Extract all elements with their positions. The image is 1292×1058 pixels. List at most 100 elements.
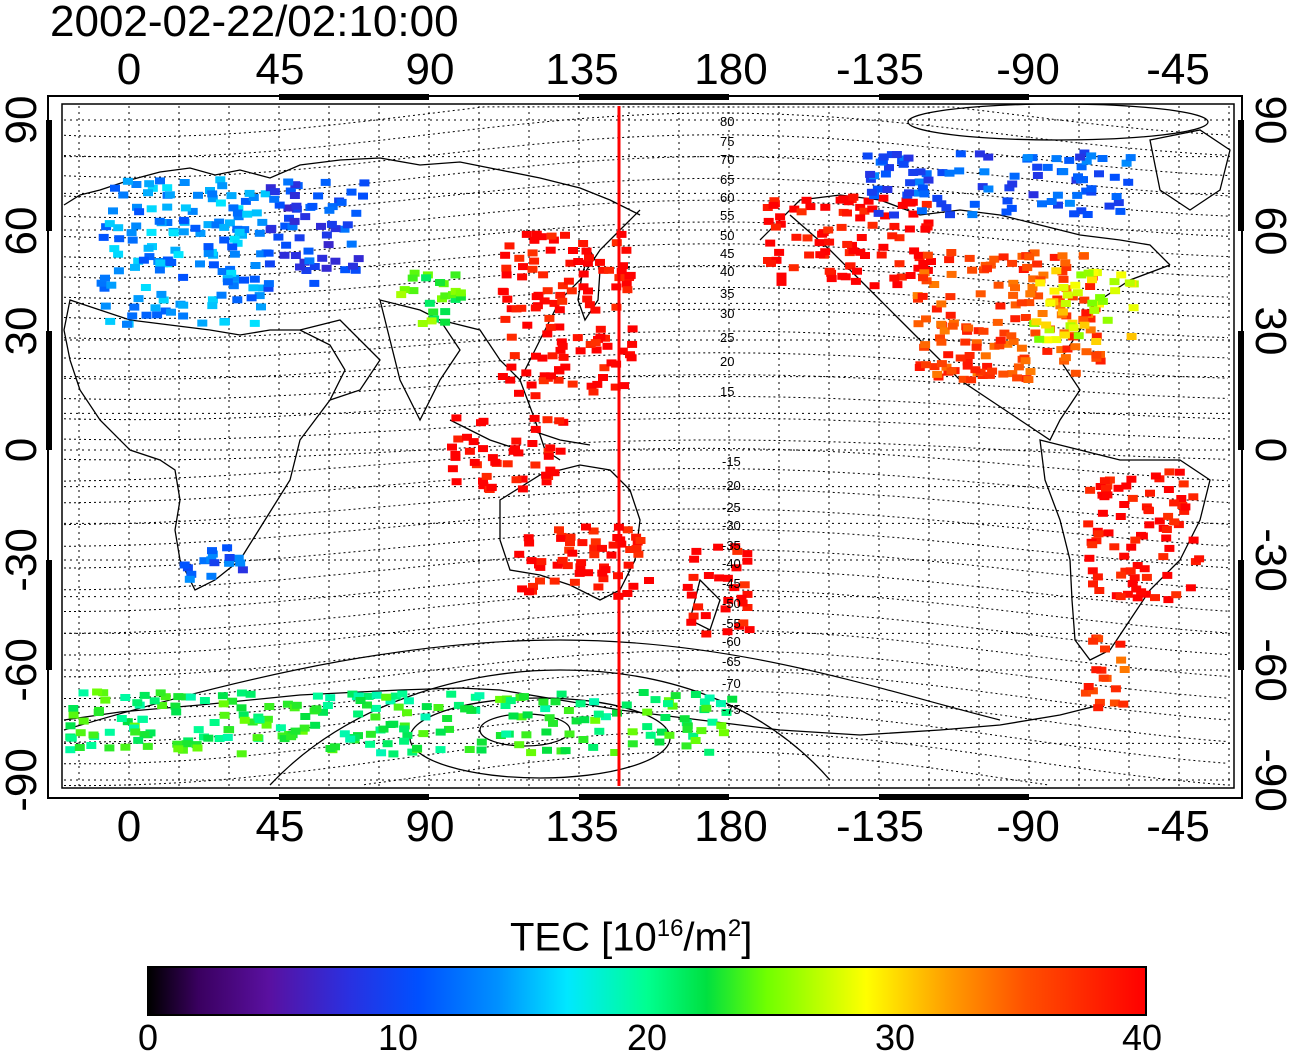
tec-cell bbox=[399, 286, 410, 294]
tec-cell bbox=[963, 324, 974, 332]
tec-cell bbox=[455, 289, 466, 297]
tec-cell bbox=[402, 709, 412, 717]
tec-cell bbox=[913, 320, 924, 328]
tec-cell bbox=[642, 708, 653, 716]
tec-cell bbox=[776, 272, 787, 280]
tec-cell bbox=[407, 274, 418, 282]
tec-cell bbox=[1069, 210, 1080, 218]
tec-cell bbox=[421, 703, 432, 711]
polar-contour bbox=[63, 639, 1001, 731]
tec-cell bbox=[254, 229, 265, 237]
tec-cell bbox=[1029, 249, 1040, 257]
tec-cell bbox=[536, 233, 547, 241]
tec-cell bbox=[98, 689, 109, 697]
tec-cell bbox=[248, 194, 259, 201]
tec-cell bbox=[197, 319, 208, 327]
tec-cell bbox=[137, 715, 148, 723]
tec-cell bbox=[238, 711, 249, 719]
tec-cell bbox=[542, 330, 553, 338]
tec-cell bbox=[1161, 534, 1172, 542]
tec-cell bbox=[222, 278, 233, 286]
contour-line bbox=[63, 374, 1229, 400]
frame-tick-bar bbox=[579, 794, 729, 800]
tec-cell bbox=[442, 715, 453, 722]
tec-cell bbox=[1102, 316, 1113, 324]
tec-cell bbox=[453, 435, 464, 443]
tec-cell bbox=[385, 697, 396, 705]
tec-cell bbox=[983, 185, 994, 193]
tec-cell bbox=[209, 559, 220, 567]
tec-cell bbox=[1136, 531, 1146, 539]
tec-cell bbox=[229, 235, 240, 243]
colorbar-tick: 10 bbox=[377, 1017, 419, 1058]
tec-cell bbox=[1081, 157, 1092, 165]
tec-cell bbox=[977, 183, 988, 191]
tec-cell bbox=[941, 204, 952, 212]
tec-cell bbox=[1046, 198, 1057, 205]
tec-cell bbox=[742, 590, 753, 598]
tec-cell bbox=[309, 263, 320, 270]
tec-cell bbox=[1094, 170, 1104, 178]
tec-cell bbox=[621, 246, 632, 254]
contour-label: -40 bbox=[722, 556, 741, 571]
tec-cell bbox=[765, 239, 776, 247]
tec-cell bbox=[560, 231, 570, 239]
tec-cell bbox=[1141, 573, 1152, 581]
tec-cell bbox=[109, 245, 120, 253]
tec-cell bbox=[855, 248, 866, 256]
tec-cell bbox=[179, 561, 190, 569]
tec-cell bbox=[1174, 468, 1185, 476]
tec-cell bbox=[763, 217, 774, 225]
tec-cell bbox=[913, 251, 924, 259]
tec-cell bbox=[905, 199, 916, 207]
tec-cell bbox=[160, 307, 171, 315]
tec-cell bbox=[521, 230, 532, 238]
tec-cell bbox=[417, 320, 428, 327]
tec-cell bbox=[464, 447, 475, 455]
tec-cell bbox=[1126, 475, 1137, 483]
tec-cell bbox=[612, 534, 623, 541]
tec-cell bbox=[347, 690, 358, 698]
contour-line bbox=[63, 156, 1229, 198]
tec-cell bbox=[1110, 287, 1121, 295]
tec-cell bbox=[122, 718, 133, 726]
tec-cell bbox=[1034, 335, 1045, 343]
tec-cell bbox=[1120, 567, 1131, 575]
tec-cell bbox=[544, 714, 555, 722]
tec-cell bbox=[235, 559, 246, 567]
tec-cell bbox=[324, 206, 335, 214]
tec-cell bbox=[345, 735, 356, 743]
tec-cell bbox=[68, 705, 79, 712]
tec-cell bbox=[530, 304, 541, 312]
tec-cell bbox=[397, 690, 408, 698]
tec-cell bbox=[550, 698, 561, 706]
tec-cell bbox=[889, 222, 900, 230]
contour-label: 25 bbox=[720, 330, 734, 345]
tec-cell bbox=[1070, 369, 1081, 377]
tec-cell bbox=[889, 274, 900, 282]
tec-cell bbox=[207, 296, 218, 304]
tec-cell bbox=[744, 626, 755, 634]
tec-cell bbox=[1088, 637, 1099, 645]
contour-label: 55 bbox=[720, 208, 734, 223]
tec-cell bbox=[944, 256, 955, 264]
tec-cell bbox=[256, 250, 267, 258]
tec-cell bbox=[450, 287, 461, 295]
tec-cell bbox=[943, 351, 954, 359]
frame-tick-bar bbox=[46, 331, 52, 450]
tec-cell bbox=[878, 194, 889, 202]
tec-cell bbox=[193, 726, 204, 734]
tec-cell bbox=[1010, 301, 1021, 309]
tec-cell bbox=[540, 705, 551, 713]
tec-cell bbox=[852, 267, 862, 275]
tec-cell bbox=[116, 715, 127, 722]
tec-cell bbox=[557, 282, 568, 290]
tec-cell bbox=[500, 315, 511, 323]
tec-cell bbox=[178, 301, 189, 309]
tec-cell bbox=[216, 291, 227, 299]
tec-cell bbox=[281, 241, 292, 249]
tec-cell bbox=[843, 198, 854, 206]
tec-cell bbox=[451, 414, 462, 422]
tec-cell bbox=[742, 550, 753, 558]
tec-cell bbox=[214, 735, 225, 742]
